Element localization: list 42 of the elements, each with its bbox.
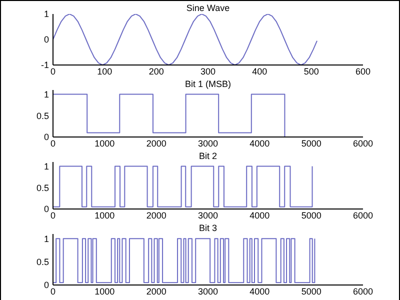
- x-tick-label: 5000: [301, 210, 322, 220]
- x-tick-label: 400: [252, 66, 268, 76]
- y-tick-label: 1: [44, 234, 49, 244]
- x-tick-label: 500: [304, 66, 319, 76]
- x-tick-label: 6000: [352, 138, 374, 148]
- x-tick-label: 5000: [301, 286, 322, 296]
- x-tick-label: 200: [148, 66, 164, 76]
- y-tick-label: 0.5: [36, 257, 49, 268]
- x-tick-label: 600: [355, 66, 371, 76]
- y-tick-label: 0.5: [36, 110, 49, 121]
- chart-title: Bit 1 (MSB): [184, 79, 232, 89]
- y-tick-label: 1: [44, 89, 49, 100]
- x-tick-label: 3000: [198, 210, 218, 220]
- x-tick-label: 300: [200, 66, 216, 76]
- x-tick-label: 4000: [250, 138, 270, 148]
- line-series: [53, 14, 318, 65]
- x-tick-label: 5000: [301, 138, 322, 148]
- y-tick-label: 1: [44, 9, 49, 20]
- x-tick-label: 1000: [94, 138, 115, 148]
- x-tick-label: 3000: [198, 138, 218, 148]
- chart-title: Sine Wave: [185, 3, 231, 13]
- x-tick-label: 2000: [146, 138, 166, 148]
- y-tick-label: 0: [44, 34, 49, 45]
- x-tick-label: 0: [50, 138, 56, 148]
- x-tick-label: 2000: [146, 286, 166, 296]
- chart-title: Bit 3: [198, 223, 218, 233]
- x-tick-label: 6000: [352, 286, 374, 296]
- y-tick-label: 1: [44, 161, 49, 172]
- x-tick-label: 3000: [198, 286, 218, 296]
- x-tick-label: 4000: [250, 210, 270, 220]
- x-tick-label: 0: [50, 210, 56, 220]
- x-tick-label: 4000: [250, 286, 270, 296]
- x-tick-label: 1000: [94, 210, 115, 220]
- y-tick-label: -1: [40, 60, 49, 70]
- x-tick-label: 6000: [352, 210, 374, 220]
- x-tick-label: 2000: [146, 210, 166, 220]
- x-tick-label: 0: [50, 66, 56, 76]
- y-tick-label: 0.5: [36, 182, 49, 193]
- x-tick-label: 100: [97, 66, 112, 76]
- x-tick-label: 0: [50, 286, 56, 296]
- x-tick-label: 1000: [94, 286, 115, 296]
- chart-title: Bit 2: [198, 151, 218, 161]
